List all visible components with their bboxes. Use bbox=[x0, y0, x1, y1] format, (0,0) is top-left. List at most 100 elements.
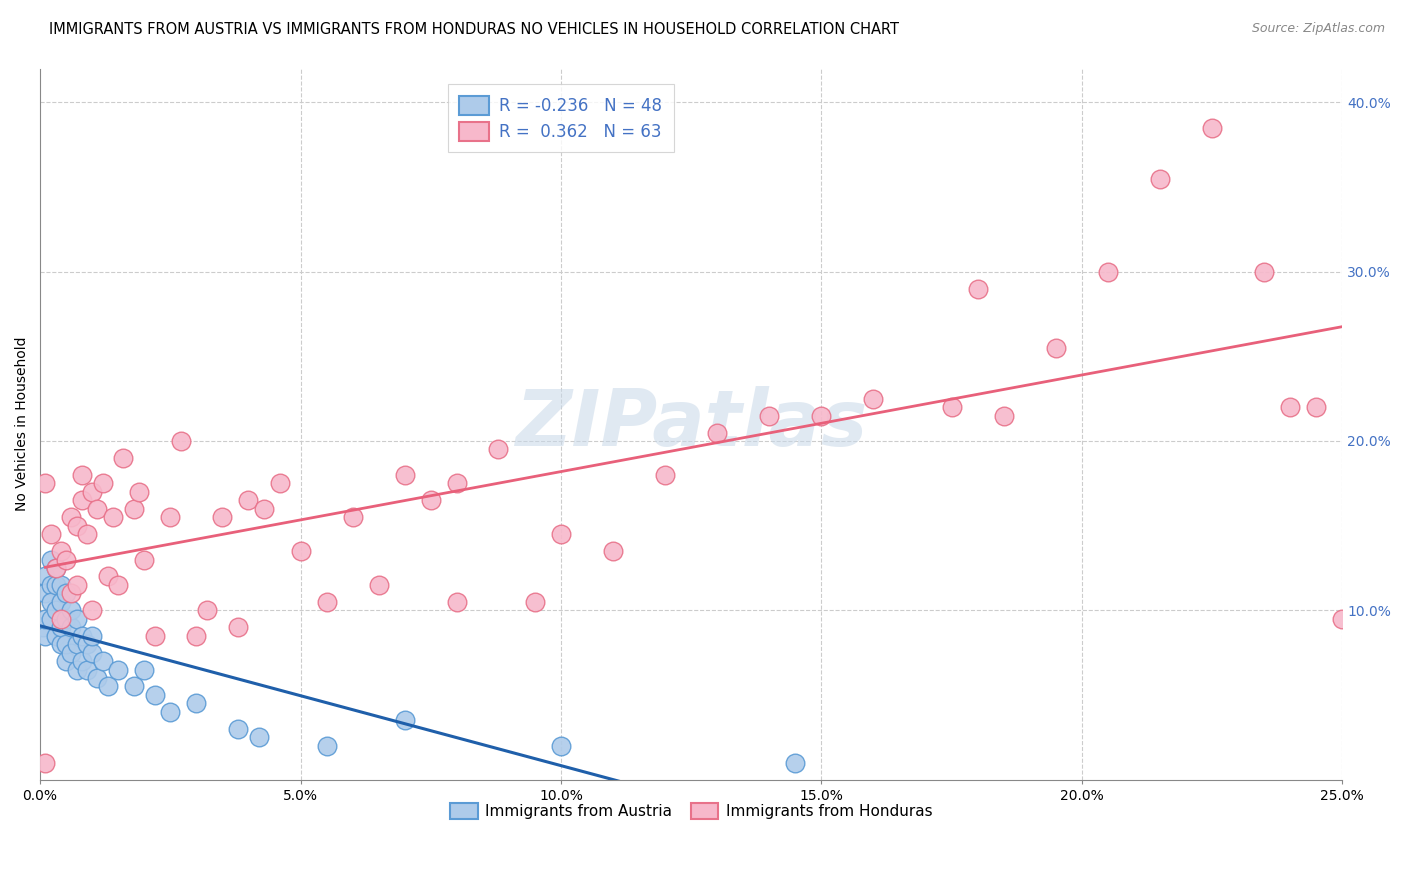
Point bbox=[488, 442, 510, 457]
Point bbox=[238, 493, 260, 508]
Point bbox=[758, 409, 780, 423]
Point bbox=[60, 586, 83, 600]
Point bbox=[1045, 341, 1067, 355]
Point bbox=[34, 586, 56, 600]
Point bbox=[60, 646, 83, 660]
Point bbox=[159, 510, 181, 524]
Point bbox=[31, 620, 53, 634]
Point bbox=[107, 578, 129, 592]
Point bbox=[39, 595, 62, 609]
Point bbox=[1331, 612, 1354, 626]
Point bbox=[55, 612, 77, 626]
Point bbox=[39, 612, 62, 626]
Point bbox=[60, 620, 83, 634]
Point bbox=[1201, 120, 1223, 135]
Point bbox=[70, 654, 93, 668]
Point bbox=[45, 603, 67, 617]
Text: ZIPatlas: ZIPatlas bbox=[515, 386, 868, 462]
Point bbox=[76, 637, 98, 651]
Point bbox=[446, 476, 468, 491]
Point bbox=[810, 409, 832, 423]
Point bbox=[70, 629, 93, 643]
Point bbox=[394, 467, 416, 482]
Point bbox=[290, 544, 312, 558]
Legend: Immigrants from Austria, Immigrants from Honduras: Immigrants from Austria, Immigrants from… bbox=[444, 797, 938, 825]
Point bbox=[315, 739, 337, 753]
Point bbox=[226, 620, 249, 634]
Point bbox=[82, 603, 104, 617]
Point bbox=[1279, 400, 1302, 414]
Point bbox=[211, 510, 233, 524]
Point bbox=[86, 671, 108, 685]
Point bbox=[1097, 265, 1119, 279]
Y-axis label: No Vehicles in Household: No Vehicles in Household bbox=[15, 337, 30, 511]
Point bbox=[34, 756, 56, 770]
Point bbox=[49, 612, 72, 626]
Point bbox=[654, 467, 676, 482]
Point bbox=[45, 561, 67, 575]
Point bbox=[523, 595, 546, 609]
Point bbox=[195, 603, 218, 617]
Point bbox=[706, 425, 728, 440]
Point bbox=[76, 527, 98, 541]
Point bbox=[602, 544, 624, 558]
Point bbox=[101, 510, 124, 524]
Point bbox=[55, 637, 77, 651]
Point bbox=[65, 578, 87, 592]
Point bbox=[112, 450, 135, 465]
Point bbox=[49, 620, 72, 634]
Point bbox=[122, 680, 145, 694]
Point bbox=[1253, 265, 1275, 279]
Point bbox=[966, 282, 988, 296]
Point bbox=[65, 637, 87, 651]
Point bbox=[134, 552, 156, 566]
Point bbox=[60, 510, 83, 524]
Point bbox=[82, 484, 104, 499]
Point bbox=[39, 552, 62, 566]
Text: Source: ZipAtlas.com: Source: ZipAtlas.com bbox=[1251, 22, 1385, 36]
Point bbox=[143, 688, 166, 702]
Point bbox=[82, 629, 104, 643]
Text: IMMIGRANTS FROM AUSTRIA VS IMMIGRANTS FROM HONDURAS NO VEHICLES IN HOUSEHOLD COR: IMMIGRANTS FROM AUSTRIA VS IMMIGRANTS FR… bbox=[49, 22, 900, 37]
Point bbox=[97, 569, 120, 583]
Point bbox=[65, 612, 87, 626]
Point bbox=[419, 493, 441, 508]
Point bbox=[39, 578, 62, 592]
Point bbox=[55, 654, 77, 668]
Point bbox=[367, 578, 389, 592]
Point bbox=[1149, 171, 1171, 186]
Point bbox=[186, 697, 208, 711]
Point bbox=[34, 612, 56, 626]
Point bbox=[49, 578, 72, 592]
Point bbox=[342, 510, 364, 524]
Point bbox=[49, 637, 72, 651]
Point bbox=[226, 722, 249, 736]
Point bbox=[107, 663, 129, 677]
Point bbox=[394, 714, 416, 728]
Point bbox=[34, 476, 56, 491]
Point bbox=[70, 493, 93, 508]
Point bbox=[60, 603, 83, 617]
Point bbox=[862, 392, 884, 406]
Point bbox=[170, 434, 193, 448]
Point bbox=[45, 561, 67, 575]
Point bbox=[86, 501, 108, 516]
Point bbox=[70, 467, 93, 482]
Point bbox=[45, 629, 67, 643]
Point bbox=[134, 663, 156, 677]
Point bbox=[315, 595, 337, 609]
Point bbox=[76, 663, 98, 677]
Point bbox=[550, 739, 572, 753]
Point bbox=[253, 501, 276, 516]
Point bbox=[186, 629, 208, 643]
Point bbox=[91, 476, 114, 491]
Point bbox=[45, 578, 67, 592]
Point bbox=[269, 476, 291, 491]
Point bbox=[34, 569, 56, 583]
Point bbox=[55, 586, 77, 600]
Point bbox=[39, 527, 62, 541]
Point bbox=[143, 629, 166, 643]
Point bbox=[91, 654, 114, 668]
Point bbox=[550, 527, 572, 541]
Point bbox=[247, 731, 270, 745]
